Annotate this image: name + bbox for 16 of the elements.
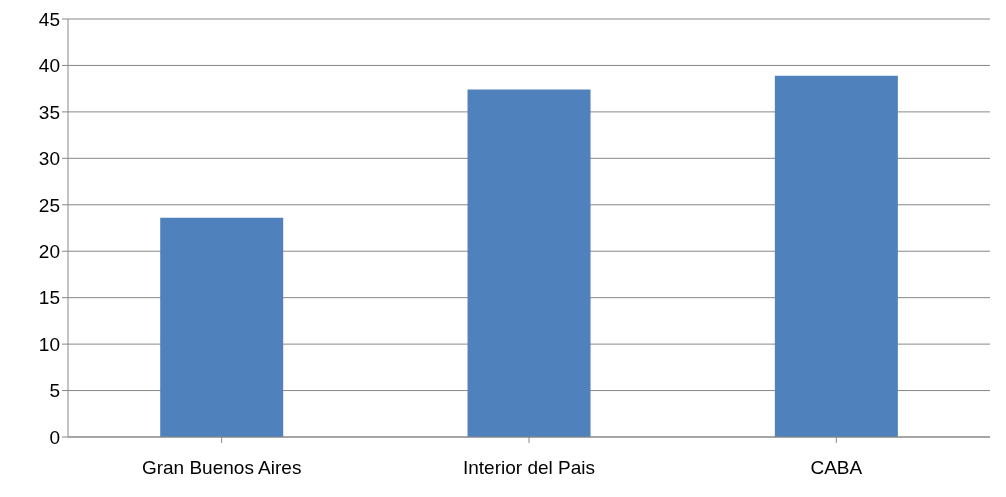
y-tick-label: 40 xyxy=(38,55,60,77)
x-tick-label: Interior del Pais xyxy=(462,457,596,479)
y-tick-label: 20 xyxy=(38,240,60,262)
bar xyxy=(774,75,898,437)
y-tick-label: 35 xyxy=(38,101,60,123)
bar xyxy=(160,217,284,437)
y-tick-label: 15 xyxy=(38,287,60,309)
y-tick-label: 30 xyxy=(38,148,60,170)
x-tick-label: CABA xyxy=(810,457,863,479)
y-tick-label: 25 xyxy=(38,194,60,216)
x-tick-label: Gran Buenos Aires xyxy=(141,457,302,479)
y-tick-label: 5 xyxy=(49,380,60,402)
y-tick-label: 45 xyxy=(38,8,60,30)
y-tick-label: 0 xyxy=(49,426,60,448)
bar xyxy=(467,89,591,437)
y-tick-label: 10 xyxy=(38,333,60,355)
